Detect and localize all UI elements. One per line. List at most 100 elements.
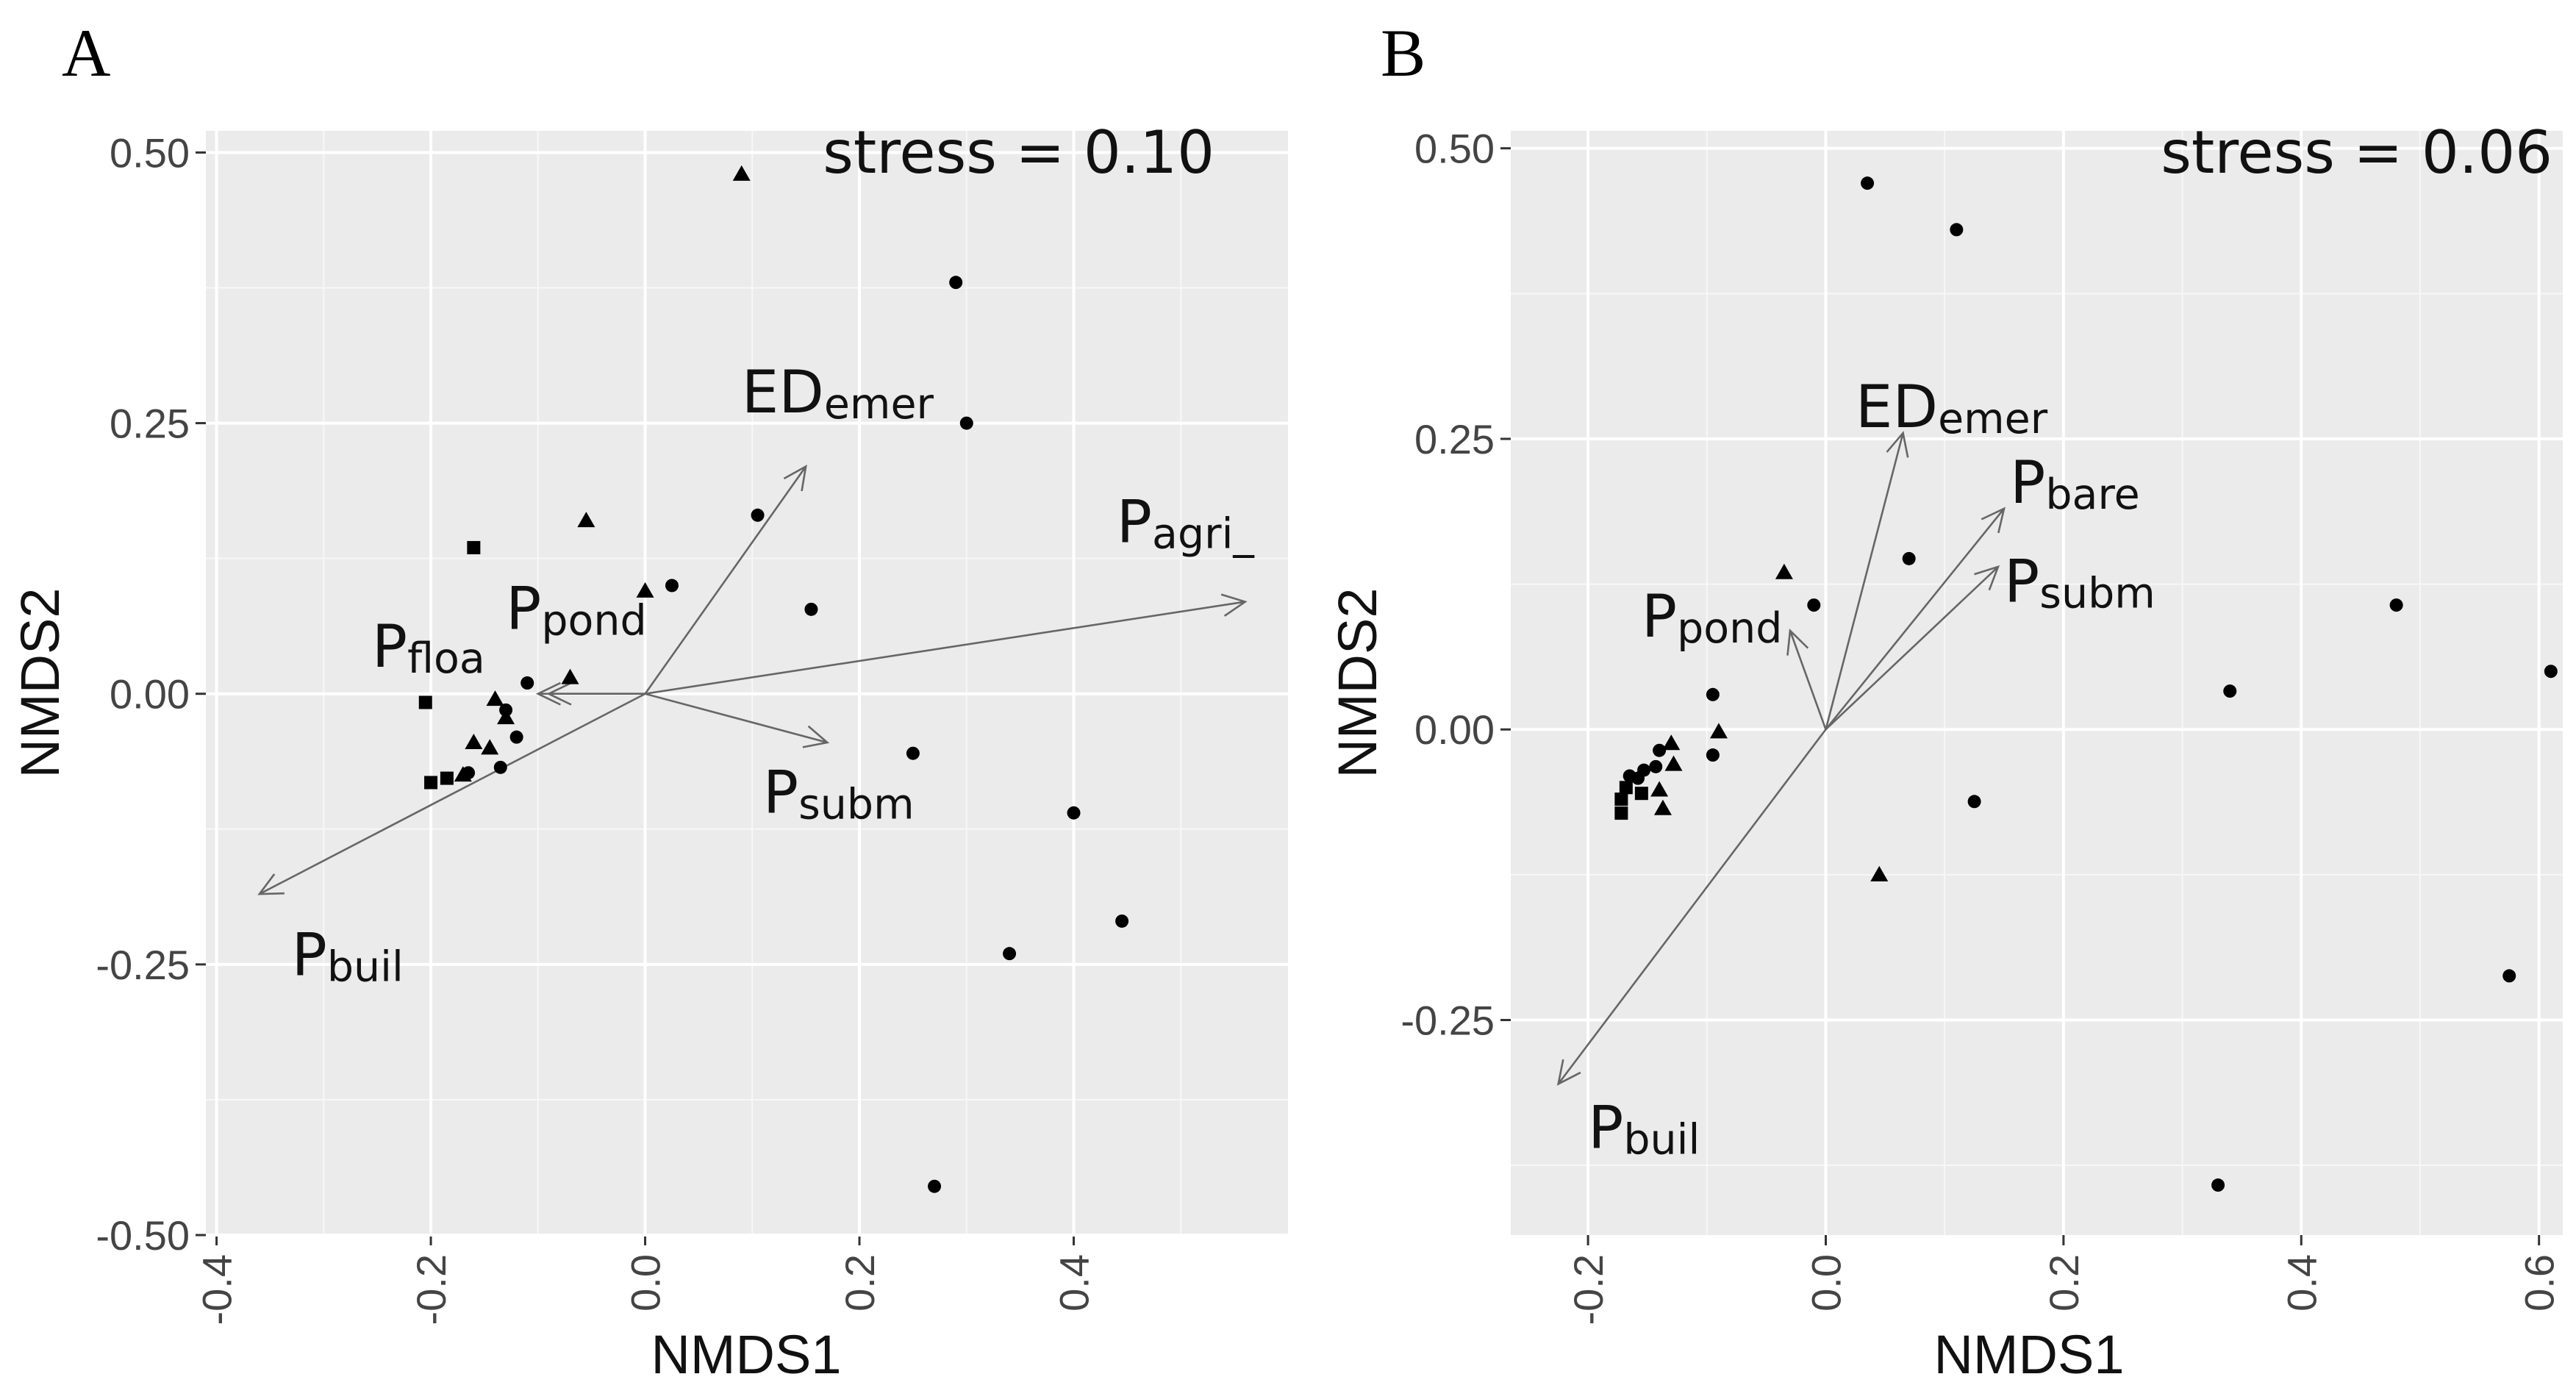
x-tick-label: 0.4 <box>2278 1254 2325 1312</box>
stress-label: stress = 0.06 <box>2161 118 2552 187</box>
data-point-triangle <box>1709 723 1728 739</box>
x-tick-label: 0.2 <box>837 1254 883 1312</box>
vector-label-subscript: agri_ <box>1152 510 1255 559</box>
vector-label: EDemer <box>1856 373 2048 443</box>
data-point-circle <box>2211 1178 2225 1192</box>
data-point-circle <box>1902 551 1916 565</box>
x-axis-title: NMDS1 <box>1933 1324 2124 1385</box>
data-point-circle <box>2389 598 2403 612</box>
data-point-triangle <box>465 733 483 749</box>
data-point-triangle <box>1662 734 1681 751</box>
panel-label: A <box>62 15 110 90</box>
vector-label-main: P <box>2010 448 2045 517</box>
data-point-square <box>467 540 481 554</box>
vector-label-subscript: buil <box>1623 1115 1700 1164</box>
data-point-triangle <box>1870 865 1889 881</box>
data-point-square <box>1614 792 1628 806</box>
vector-label-main: P <box>372 612 407 681</box>
vector-label-main: P <box>2004 547 2039 615</box>
vector-label-subscript: subm <box>2039 569 2155 618</box>
data-point-square <box>1634 787 1648 801</box>
vector-label-subscript: emer <box>1938 395 2048 443</box>
data-point-circle <box>2223 684 2237 698</box>
data-point-circle <box>804 602 818 616</box>
data-point-circle <box>520 676 534 690</box>
data-point-circle <box>906 746 920 760</box>
x-tick-label: 0.4 <box>1051 1254 1098 1312</box>
data-point-triangle <box>577 512 595 528</box>
data-point-circle <box>928 1179 942 1193</box>
data-point-square <box>440 771 454 785</box>
data-point-triangle <box>1653 799 1672 815</box>
x-tick-label: 0.6 <box>2516 1254 2563 1312</box>
vector-label-main: P <box>506 574 541 643</box>
y-axis-title: NMDS2 <box>1327 587 1388 778</box>
data-point-triangle <box>1775 563 1793 579</box>
x-tick-label: -0.4 <box>194 1254 240 1325</box>
plot-background <box>206 131 1288 1235</box>
plot-background <box>1511 131 2563 1235</box>
data-point-circle <box>1706 687 1720 701</box>
data-point-circle <box>493 760 507 774</box>
data-point-triangle <box>1650 781 1669 797</box>
data-point-triangle <box>561 668 579 684</box>
y-tick-label: -0.25 <box>1400 998 1495 1044</box>
vector-label: Pbuil <box>292 921 404 992</box>
data-point-square <box>418 695 432 709</box>
data-point-circle <box>751 508 765 522</box>
y-tick-label: 0.00 <box>110 671 190 718</box>
vector-label: Pbuil <box>1588 1093 1700 1164</box>
data-point-triangle <box>486 690 504 706</box>
data-point-triangle <box>481 739 499 755</box>
data-point-circle <box>1067 806 1081 820</box>
panel-b: B -0.2 0.0 0.2 0.4 0.6 0.50 0.25 0.00 -0.25 stress… <box>1327 15 2563 1385</box>
data-point-circle <box>1950 223 1964 237</box>
vector-label: Ppond <box>1642 582 1783 653</box>
vector-arrow <box>1825 507 2006 731</box>
vector-arrow <box>535 681 645 706</box>
vector-label: Pfloa <box>372 612 485 683</box>
y-tick-label: -0.25 <box>96 942 190 988</box>
y-tick-label: 0.50 <box>110 129 190 176</box>
vector-label: Psubm <box>763 759 915 829</box>
y-axis-title: NMDS2 <box>10 587 71 778</box>
data-point-square <box>1619 781 1633 795</box>
vector-label: Pbare <box>2010 448 2140 519</box>
vector-label-main: P <box>763 759 798 827</box>
vector-label-main: ED <box>742 358 824 426</box>
stress-label: stress = 0.10 <box>823 118 1214 187</box>
vector-label-subscript: buil <box>327 943 404 992</box>
panel-a: A -0.4 -0.2 0.0 0.2 0.4 0.50 0.25 0.00 -0.25 -0.50… <box>10 15 1288 1385</box>
vector-label: EDemer <box>742 358 934 429</box>
vector-label-main: P <box>1117 488 1152 557</box>
vector-label-main: P <box>292 921 327 990</box>
x-tick-label: 0.2 <box>2041 1254 2087 1312</box>
data-point-circle <box>1967 795 1981 809</box>
x-tick-label: 0.0 <box>1803 1254 1849 1312</box>
vector-label-subscript: pond <box>1677 604 1782 653</box>
data-point-circle <box>665 579 679 593</box>
x-tick-label: 0.0 <box>623 1254 669 1312</box>
y-tick-label: 0.00 <box>1414 706 1495 753</box>
data-point-circle <box>1115 914 1129 928</box>
data-point-triangle <box>497 709 515 725</box>
vector-label-subscript: subm <box>798 781 915 829</box>
vector-label-subscript: bare <box>2045 470 2139 519</box>
vector-label-subscript: floa <box>407 634 485 683</box>
data-point-square <box>424 776 438 790</box>
vector-label-subscript: emer <box>824 380 934 429</box>
data-point-circle <box>1653 743 1667 757</box>
data-point-circle <box>1003 947 1017 961</box>
data-point-circle <box>509 730 523 744</box>
y-tick-label: 0.50 <box>1414 126 1495 172</box>
vector-label-main: ED <box>1856 373 1938 441</box>
panel-label: B <box>1381 15 1425 90</box>
x-tick-label: -0.2 <box>1565 1254 1611 1325</box>
data-point-circle <box>2544 665 2558 679</box>
data-point-square <box>1614 806 1628 820</box>
data-point-circle <box>959 416 973 430</box>
data-point-circle <box>1622 769 1636 783</box>
data-point-circle <box>462 766 476 780</box>
